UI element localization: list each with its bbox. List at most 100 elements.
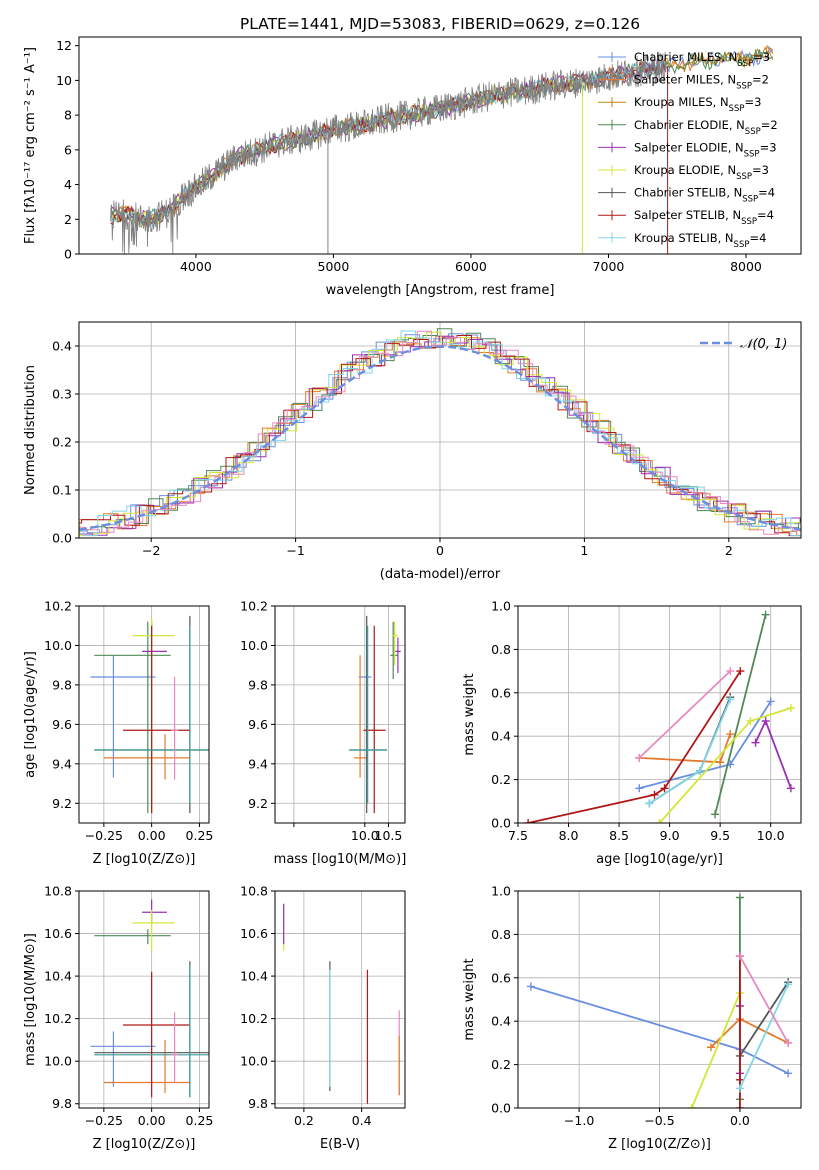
x-axis-label: mass [log10(M/M⊙)] [274,852,407,867]
y-tick-label: 10.0 [44,1054,72,1069]
x-tick-label: 0.4 [352,1113,372,1128]
y-tick-label: 0.3 [52,387,72,402]
legend-entry: Salpeter STELIB, NSSP=4 [634,208,774,227]
weight-marker [784,1038,793,1047]
x-tick-label: 10.0 [757,828,785,843]
x-tick-label: −2 [142,543,160,558]
y-tick-label: 9.8 [52,1096,72,1111]
y-tick-label: 0.0 [52,531,72,546]
spectrum-plot: 4000 5000 6000 7000 8000 0 2 4 6 8 10 12 wavelength … [23,36,802,298]
errorbar-point [90,1031,156,1087]
weight-marker [735,1104,744,1108]
weight-marker [706,1043,715,1052]
x-tick-label: 0.25 [186,828,214,843]
weight-line [739,981,789,1057]
legend-entry: Salpeter MILES, NSSP=2 [634,73,769,92]
y-tick-label: 10.0 [240,1054,268,1069]
errorbars [349,615,401,814]
y-tick-label: 1.0 [491,599,511,614]
y-tick-label: 10.4 [44,969,72,984]
y-tick-label: 1.0 [491,884,511,899]
x-tick-label: 0.00 [138,828,166,843]
y-tick-label: 0.0 [491,816,511,831]
legend-entry: Kroupa STELIB, NSSP=4 [634,231,766,250]
errorbar-point [142,899,167,923]
errorbar-point [94,625,209,804]
y-tick-label: 0.2 [491,772,511,787]
errorbar-point [395,637,401,674]
y-axis-label: mass weight [462,673,477,755]
x-tick-label: 0.0 [730,1113,750,1128]
x-axis-label: (data-model)/error [380,567,501,582]
y-axis-label: Normed distribution [23,365,38,495]
errorbar-point [353,655,368,778]
axes-frame [274,605,406,824]
x-axis-label: Z [log10(Z/Z⊙)] [93,852,196,867]
weight-marker [660,784,669,793]
y-axis-label: mass [log10(M/M⊙)] [23,933,38,1066]
axes-frame [78,890,210,1109]
x-tick-label: −0.25 [85,1113,123,1128]
y-tick-label: 9.6 [52,717,72,732]
errorbar-point [94,929,171,945]
y-tick-label: 10.4 [240,969,268,984]
errorbar-point [170,1012,179,1083]
weight-line [690,992,741,1108]
weight-line [639,701,772,790]
y-tick-label: 10.2 [240,599,268,614]
weight-marker [735,1075,744,1084]
errorbar-point [94,965,209,1098]
weight-marker [735,893,744,902]
gaussian-curve [79,345,801,531]
weight-marker [655,819,664,823]
x-tick-label: 7000 [593,259,625,274]
y-tick-label: 0.6 [491,685,511,700]
y-tick-label: 10.8 [44,884,72,899]
errorbar-point [391,621,398,666]
x-tick-label: −1.0 [564,1113,594,1128]
x-axis-label: age [log10(age/yr)] [596,852,723,867]
x-tick-label: 1 [580,543,588,558]
y-tick-label: 0 [64,247,72,262]
y-tick-label: 8 [64,108,72,123]
weight-marker [746,717,755,726]
residuals-legend: 𝒩(0, 1) [700,337,787,352]
y-tick-label: 10.0 [240,638,268,653]
x-tick-label: −0.25 [85,828,123,843]
y-tick-label: 12 [56,38,72,53]
y-axis-label: Flux [fλ10⁻¹⁷ erg cm⁻² s⁻¹ A⁻¹] [23,47,38,244]
y-tick-label: 10.2 [44,1011,72,1026]
weight-marker [711,810,720,819]
spectrum-legend: Chabrier MILES, NSSP=3 Salpeter MILES, NS… [598,50,778,250]
weight-marker [726,730,735,739]
weight-line [714,614,767,815]
y-tick-label: 10.0 [44,638,72,653]
errorbars [283,903,400,1104]
x-tick-label: 8.0 [559,828,579,843]
x-tick-label: 7.5 [508,828,528,843]
weight-marker [761,717,770,726]
weight-marker [645,799,654,808]
weight-marker [736,667,745,676]
weight-marker [526,982,535,991]
weight-marker [635,784,644,793]
x-tick-label: 6000 [455,259,487,274]
errorbar-point [122,625,190,814]
errorbar-point [349,625,388,804]
y-tick-label: 0.8 [491,642,511,657]
errorbar-point [142,621,167,814]
legend-entry: Chabrier MILES, NSSP=3 [634,50,770,69]
weight-marker [766,697,775,706]
weight-lines [524,610,795,823]
errorbar-point [132,617,175,814]
y-tick-label: 0.2 [52,435,72,450]
y-tick-label: 0.8 [491,927,511,942]
errorbar-point [103,1039,190,1094]
errorbar-point [90,655,156,778]
legend-entry: Kroupa ELODIE, NSSP=3 [634,163,769,182]
x-tick-label: 8000 [730,259,762,274]
axes-frame [78,605,210,824]
x-tick-label: 10.5 [375,828,403,843]
axes-frame [78,36,802,255]
weight-line [638,670,731,759]
